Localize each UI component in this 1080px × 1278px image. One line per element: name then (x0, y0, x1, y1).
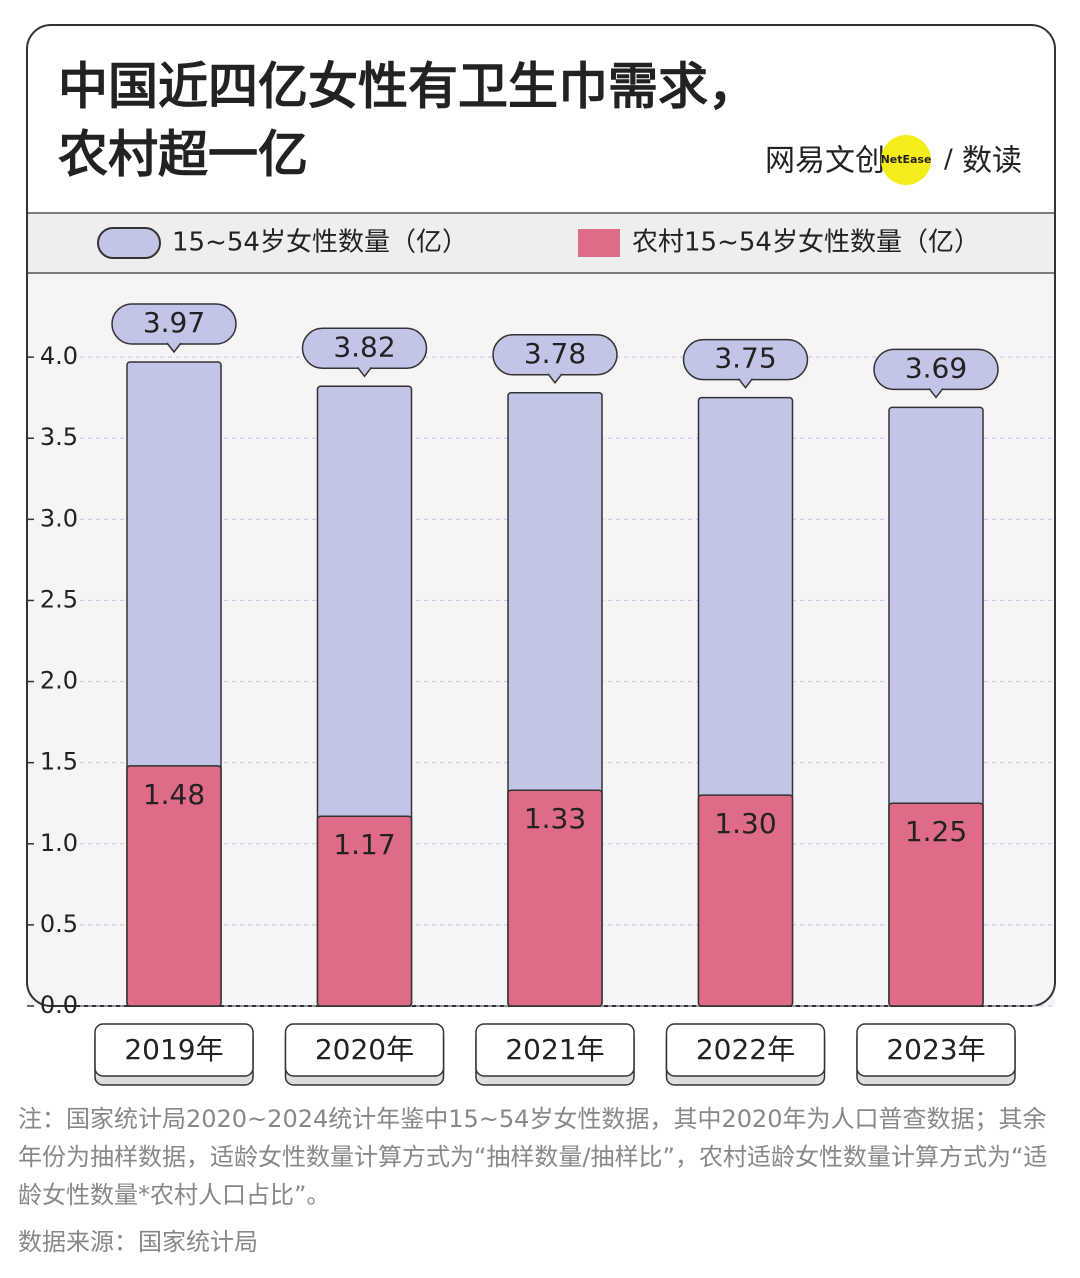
bar (316, 815, 413, 1007)
note: 注：国家统计局2020~2024统计年鉴中15~54岁女性数据，其中2020年为… (18, 1105, 1048, 1209)
y-tick-label: 0.0 (40, 991, 78, 1019)
bar (697, 794, 794, 1007)
bar (507, 789, 603, 1007)
value-label: 3.97 (143, 306, 205, 339)
label-pointer (737, 378, 754, 389)
bar (126, 765, 222, 1007)
chart-title: 农村超一亿 (58, 126, 308, 184)
y-tick-label: 1.0 (40, 829, 78, 857)
x-tick-label: 2020年 (315, 1033, 414, 1066)
label-pointer (166, 342, 182, 354)
x-label-box (665, 1023, 826, 1077)
chart-title: 中国近四亿女性有卫生巾需求， (58, 58, 758, 116)
value-label: 1.17 (333, 828, 395, 861)
y-tick-label: 0.5 (40, 910, 78, 938)
value-label: 3.82 (333, 330, 395, 363)
value-label: 1.33 (524, 802, 586, 835)
x-tick-label: 2021年 (505, 1033, 604, 1066)
value-label: 3.75 (714, 342, 776, 375)
x-label-box (94, 1023, 254, 1077)
logo-brand: 网易文创 (765, 144, 885, 179)
y-tick-label: 1.5 (40, 748, 78, 776)
x-label-box (475, 1023, 635, 1077)
value-label: 3.69 (905, 351, 967, 384)
y-tick-label: 2.0 (40, 667, 78, 695)
value-label: 1.25 (905, 815, 967, 848)
y-tick-label: 2.5 (40, 585, 78, 613)
x-tick-label: 2019年 (124, 1033, 223, 1066)
value-label: 3.78 (524, 337, 586, 370)
x-label-box (284, 1023, 445, 1077)
logo-badge (881, 135, 931, 185)
value-label: 1.48 (143, 778, 205, 811)
logo-separator: / (944, 145, 953, 175)
y-tick-label: 3.0 (40, 504, 78, 532)
chart: 中国近四亿女性有卫生巾需求， 农村超一亿 网易文创 NetEase / 数读 1… (26, 24, 1056, 1086)
bar (888, 802, 984, 1007)
source: 数据来源：国家统计局 (18, 1228, 258, 1256)
logo-section: 数读 (962, 144, 1022, 179)
label-pointer (928, 387, 944, 399)
x-tick-label: 2023年 (886, 1033, 985, 1066)
legend-label: 15~54岁女性数量（亿） (172, 228, 468, 258)
value-label: 1.30 (714, 807, 776, 840)
y-tick-label: 3.5 (40, 423, 78, 451)
legend-swatch (578, 229, 620, 257)
y-tick-label: 4.0 (40, 342, 78, 370)
label-pointer (547, 373, 563, 385)
x-label-box (856, 1023, 1016, 1077)
x-tick-label: 2022年 (696, 1033, 795, 1066)
legend-swatch (97, 227, 161, 259)
label-pointer (356, 366, 373, 378)
logo-badge-text: NetEase (881, 153, 932, 166)
legend-band (26, 212, 1056, 274)
legend-label: 农村15~54岁女性数量（亿） (632, 228, 980, 258)
